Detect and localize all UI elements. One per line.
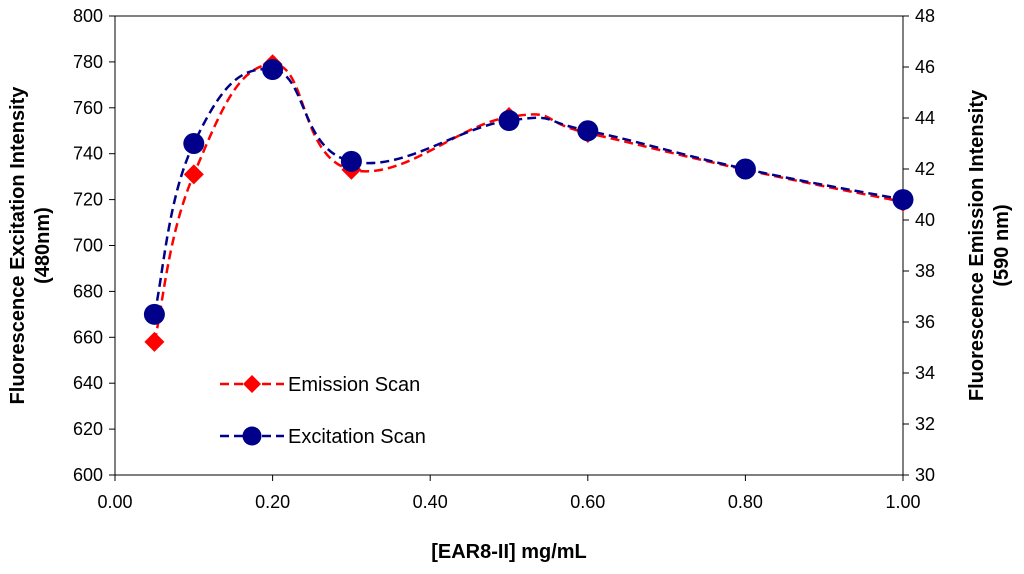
x-tick-label: 0.60 bbox=[570, 492, 605, 512]
x-tick-label: 1.00 bbox=[885, 492, 920, 512]
series-line-emission bbox=[153, 62, 904, 343]
left-y-tick-label: 680 bbox=[73, 281, 103, 301]
plot-frame bbox=[114, 15, 904, 476]
right-y-tick-label: 48 bbox=[915, 6, 935, 26]
left-y-tick-label: 620 bbox=[73, 419, 103, 439]
legend-emission-label: Emission Scan bbox=[288, 374, 420, 396]
x-axis-ticks: 0.00 0.20 0.40 0.60 0.80 1.00 bbox=[97, 475, 921, 512]
excitation-point bbox=[892, 189, 914, 211]
excitation-point bbox=[183, 133, 205, 154]
left-y-tick-label: 760 bbox=[73, 98, 103, 118]
x-tick-label: 0.00 bbox=[97, 492, 132, 512]
series-line-excitation bbox=[153, 67, 904, 315]
left-y-tick-label: 640 bbox=[73, 373, 103, 393]
excitation-point bbox=[262, 59, 284, 81]
right-y-axis-title-line1: Fluorescence Emission Intensity bbox=[966, 89, 988, 401]
legend: Emission Scan Excitation Scan bbox=[220, 374, 426, 448]
right-y-tick-label: 30 bbox=[915, 465, 935, 485]
left-y-tick-label: 740 bbox=[73, 144, 103, 164]
left-y-axis-title-line1: Fluorescence Excitation Intensity bbox=[7, 86, 29, 405]
x-axis-title: [EAR8-II] mg/mL bbox=[431, 541, 587, 563]
excitation-point bbox=[340, 150, 362, 172]
right-y-tick-label: 42 bbox=[915, 159, 935, 179]
legend-excitation-marker bbox=[242, 426, 262, 446]
right-y-axis-title-line2: (590 nm) bbox=[991, 204, 1013, 286]
right-y-tick-label: 44 bbox=[915, 108, 935, 128]
left-y-tick-label: 660 bbox=[73, 327, 103, 347]
left-y-tick-label: 600 bbox=[73, 465, 103, 485]
emission-point bbox=[183, 164, 204, 185]
right-y-tick-label: 32 bbox=[915, 414, 935, 434]
right-y-tick-label: 38 bbox=[915, 261, 935, 281]
right-y-tick-label: 36 bbox=[915, 312, 935, 332]
left-y-axis-ticks: 600 620 640 660 680 700 720 740 760 780 800 bbox=[73, 6, 115, 485]
emission-point bbox=[144, 331, 165, 352]
right-y-axis-ticks: 30 32 34 36 38 40 42 44 46 48 bbox=[903, 6, 935, 485]
left-y-tick-label: 800 bbox=[73, 6, 103, 26]
series-layer bbox=[143, 54, 914, 352]
right-y-tick-label: 46 bbox=[915, 57, 935, 77]
x-tick-label: 0.80 bbox=[728, 492, 763, 512]
right-y-tick-label: 34 bbox=[915, 363, 935, 383]
left-y-tick-label: 720 bbox=[73, 190, 103, 210]
legend-excitation-label: Excitation Scan bbox=[288, 426, 426, 448]
left-y-axis-title-line2: (480nm) bbox=[32, 207, 54, 284]
excitation-point bbox=[734, 158, 756, 180]
x-tick-label: 0.20 bbox=[255, 492, 290, 512]
excitation-point bbox=[143, 303, 165, 325]
x-tick-label: 0.40 bbox=[413, 492, 448, 512]
right-y-tick-label: 40 bbox=[915, 210, 935, 230]
legend-emission-marker bbox=[243, 375, 261, 393]
left-y-tick-label: 700 bbox=[73, 236, 103, 256]
excitation-point bbox=[577, 120, 599, 142]
excitation-point bbox=[498, 110, 520, 132]
left-y-tick-label: 780 bbox=[73, 52, 103, 72]
